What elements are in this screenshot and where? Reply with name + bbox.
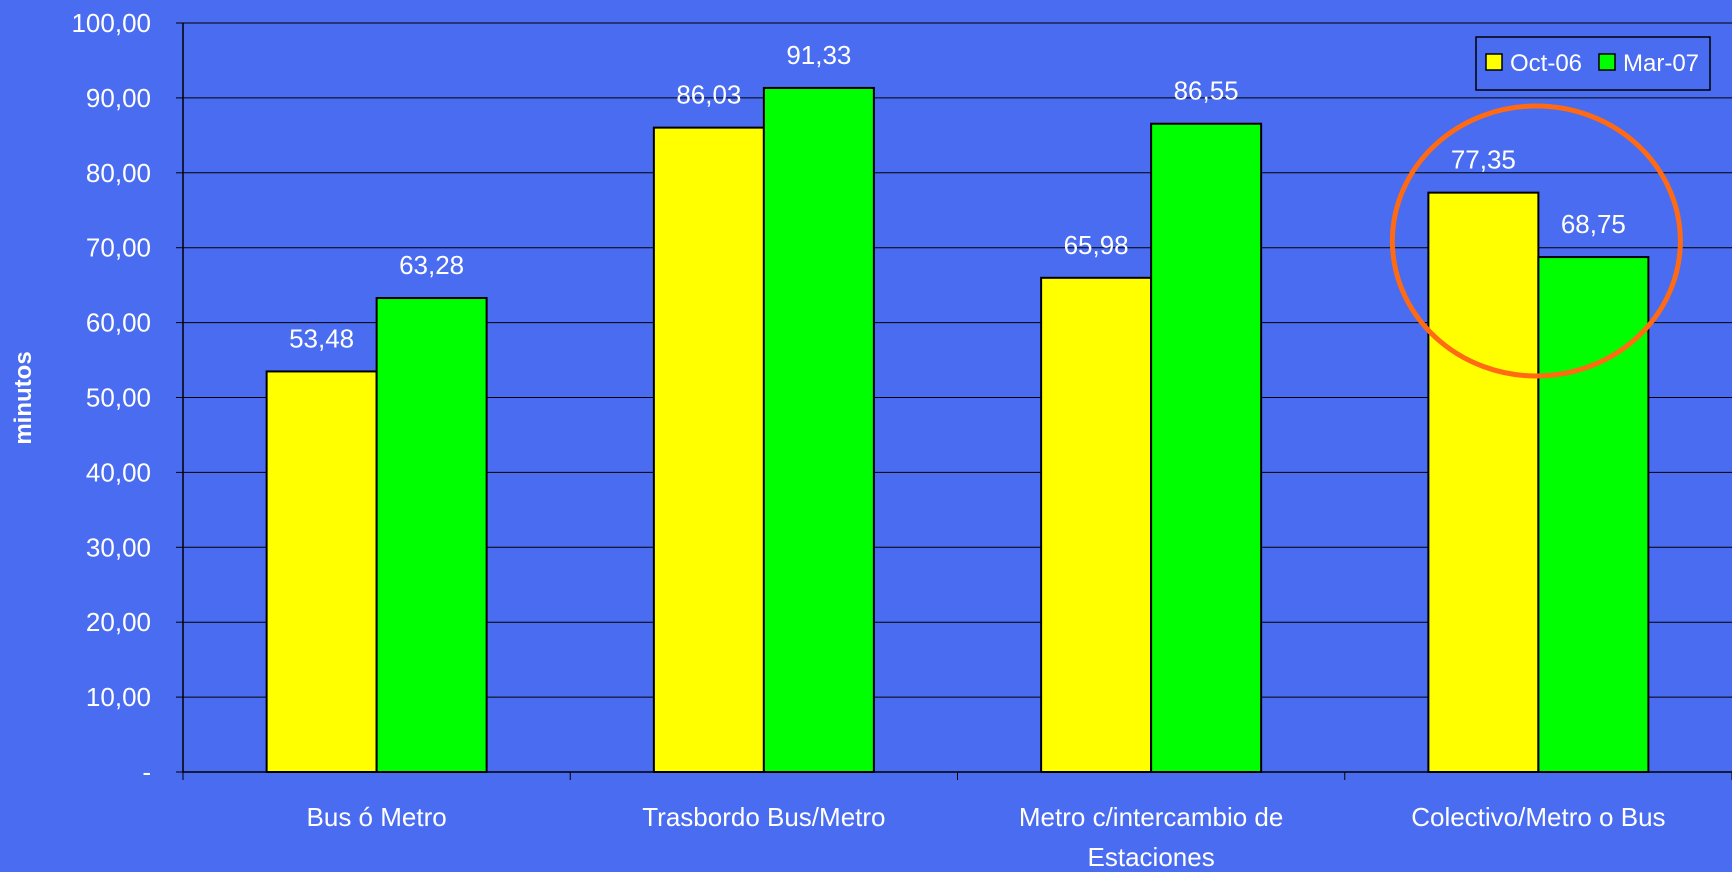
legend-swatch: [1485, 53, 1503, 71]
bar: [265, 370, 378, 773]
y-axis-label: minutos: [10, 351, 37, 444]
bar: [375, 297, 488, 773]
bars: [265, 86, 1650, 774]
y-tick-label: 60,00: [86, 308, 151, 338]
y-tick-label: 100,00: [71, 8, 151, 38]
legend-entry: Mar-07: [1623, 50, 1699, 77]
data-label: 65,98: [1064, 230, 1129, 260]
data-label: 91,33: [786, 40, 851, 70]
x-tick-label: Estaciones: [1088, 842, 1215, 872]
y-tick-label: -: [142, 757, 151, 787]
y-tick-label: 20,00: [86, 607, 151, 637]
data-label: 86,03: [676, 80, 741, 110]
x-tick-label: Metro c/intercambio de: [1019, 802, 1283, 832]
x-tick-label: Colectivo/Metro o Bus: [1411, 802, 1665, 832]
y-tick-label: 10,00: [86, 682, 151, 712]
y-tick-label: 70,00: [86, 233, 151, 263]
data-labels: 53,48 63,28 86,03 91,33 65,98 86,55 77,35 68,75: [289, 40, 1626, 353]
data-label: 63,28: [399, 250, 464, 280]
x-tick-label: Bus ó Metro: [307, 802, 447, 832]
y-tick-label: 30,00: [86, 532, 151, 562]
legend-box: [1475, 36, 1711, 91]
highlight-annotation: [1389, 103, 1683, 379]
data-label: 86,55: [1174, 76, 1239, 106]
highlight-ellipse: [1389, 103, 1683, 379]
data-label: 77,35: [1451, 145, 1516, 175]
legend-entry: Oct-06: [1510, 50, 1582, 77]
y-tick-label: 90,00: [86, 83, 151, 113]
data-label: 53,48: [289, 323, 354, 353]
legend: Oct-06 Mar-07: [1475, 36, 1711, 91]
bar: [1537, 256, 1650, 773]
x-tick-labels: Bus ó Metro Trasbordo Bus/Metro Metro c/in…: [307, 802, 1666, 872]
bar: [762, 86, 875, 774]
y-tick-label: 80,00: [86, 158, 151, 188]
bar: [1427, 191, 1540, 773]
bar: [652, 126, 765, 773]
y-tick-label: 50,00: [86, 383, 151, 413]
x-tick-label: Trasbordo Bus/Metro: [642, 802, 885, 832]
axes: [176, 22, 1732, 780]
y-tick-labels: - 10,00 20,00 30,00 40,00 50,00 60,00 70,00 80,0…: [71, 8, 151, 787]
legend-swatch: [1598, 53, 1616, 71]
bar: [1150, 122, 1263, 774]
data-label: 68,75: [1561, 209, 1626, 239]
y-tick-label: 40,00: [86, 457, 151, 487]
bar: [1040, 276, 1153, 773]
